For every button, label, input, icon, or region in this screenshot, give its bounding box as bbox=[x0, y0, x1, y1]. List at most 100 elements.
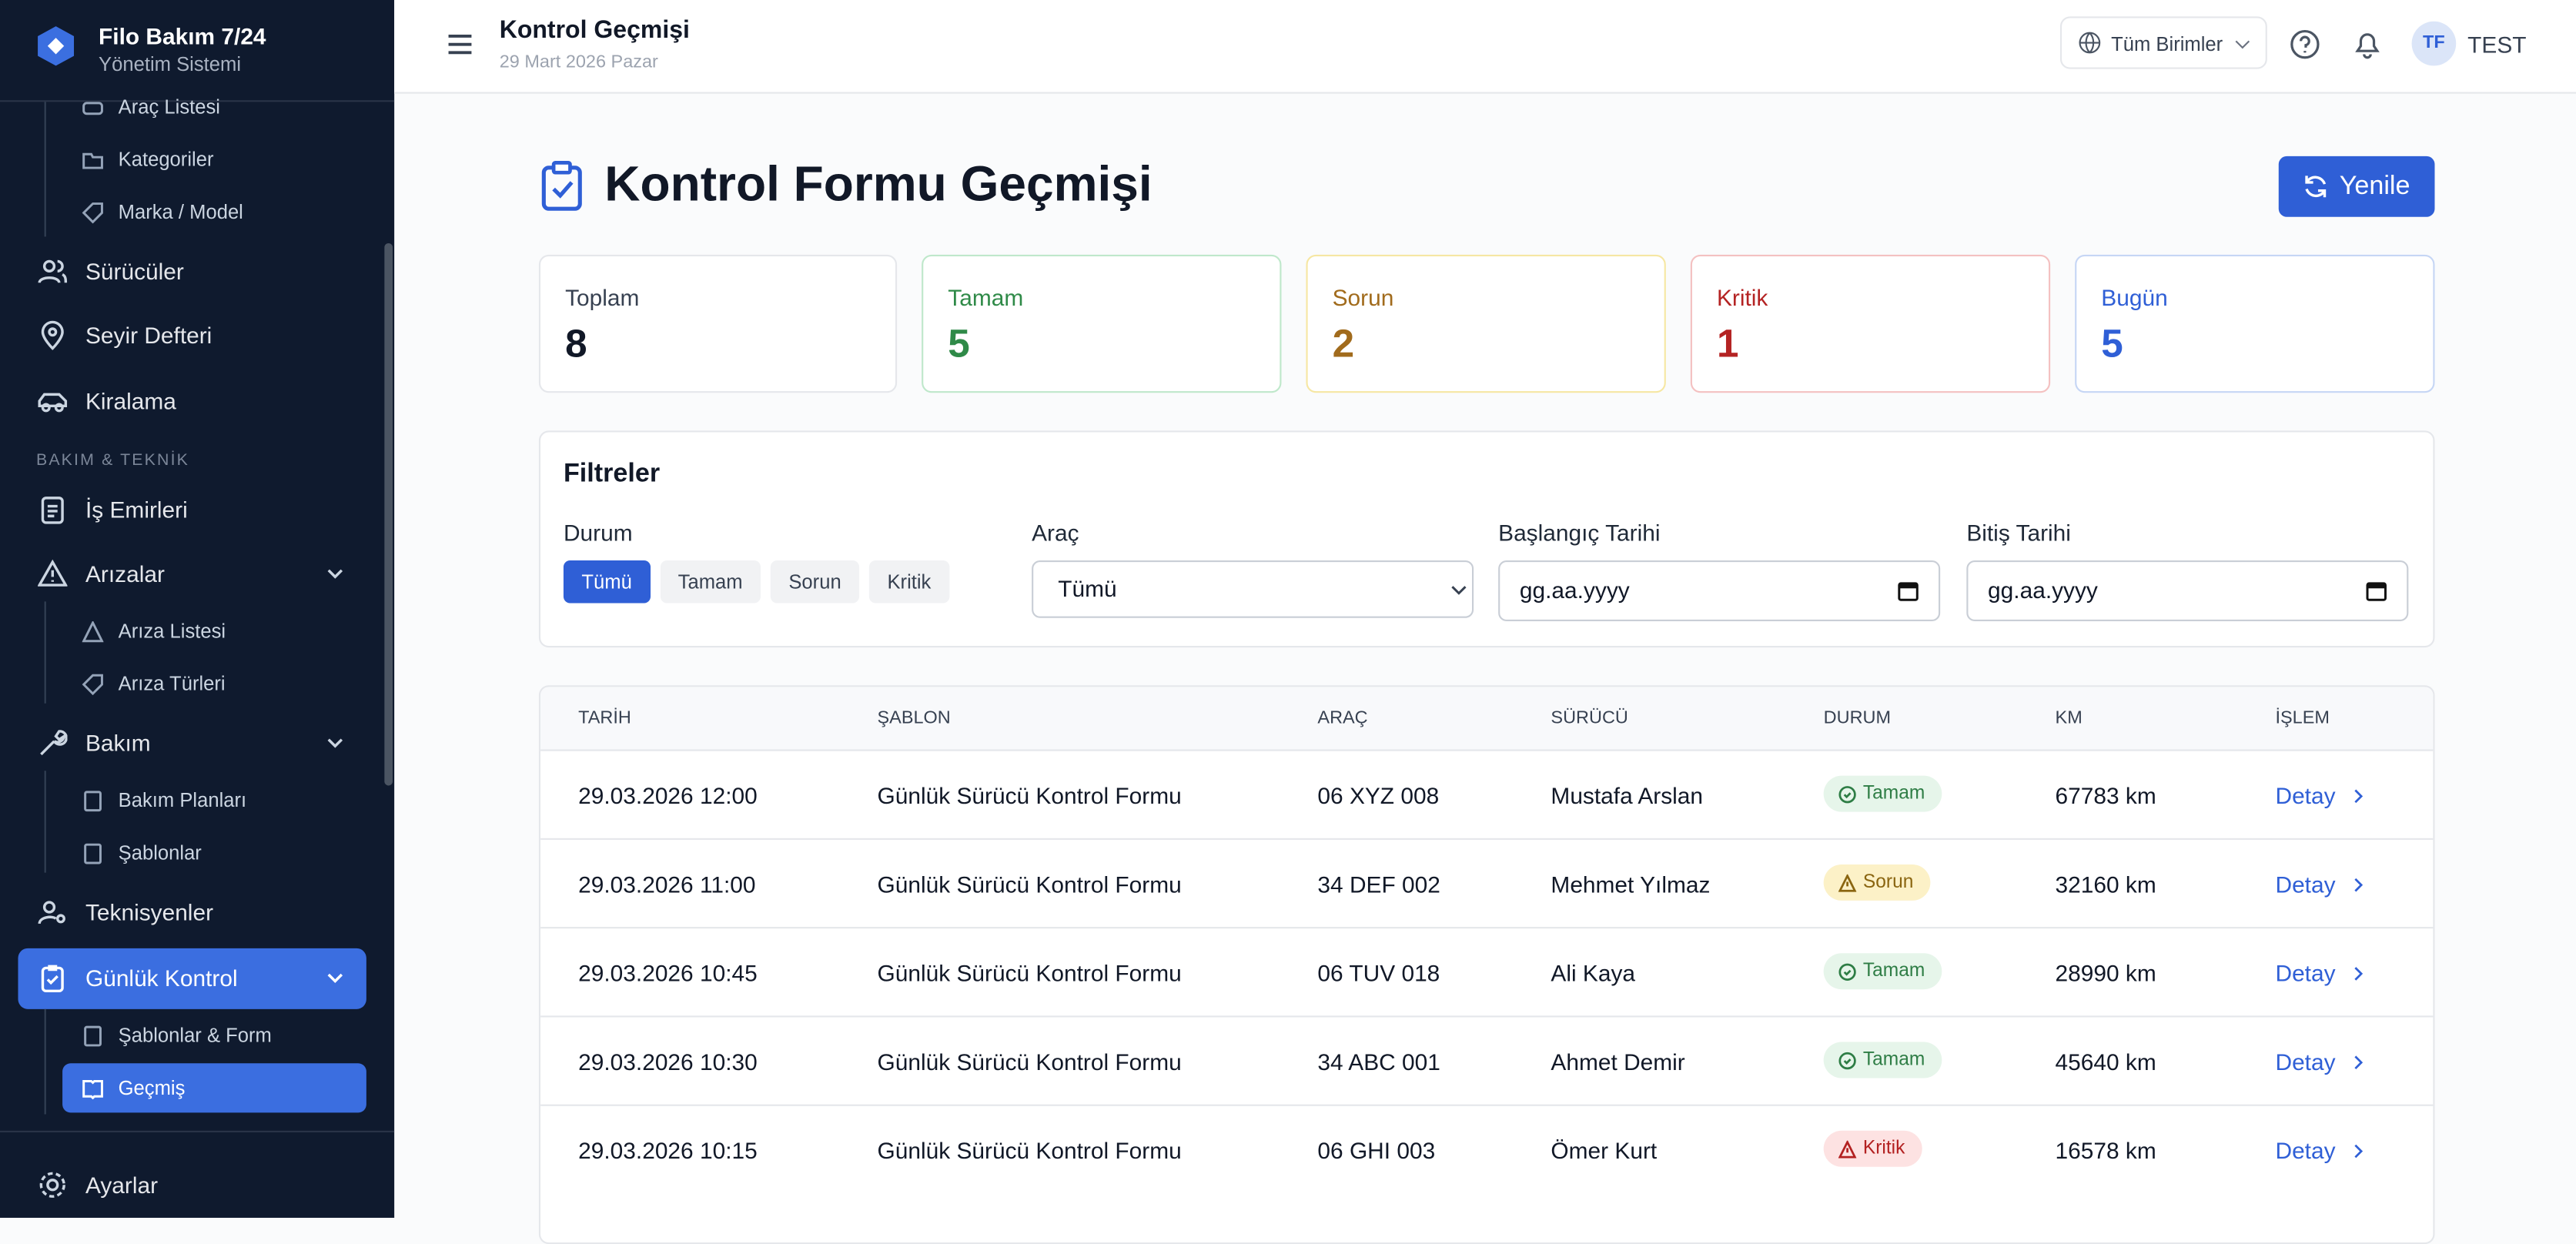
nav-subitem[interactable]: Şablonlar bbox=[118, 841, 202, 864]
chevron[interactable] bbox=[326, 968, 346, 988]
filter-label: Araç bbox=[1032, 519, 1079, 546]
icon bbox=[82, 1079, 103, 1100]
shape bbox=[2235, 40, 2250, 49]
chevron[interactable] bbox=[326, 733, 346, 753]
divider bbox=[0, 100, 395, 102]
start-date-input[interactable]: gg.aa.yyyy bbox=[1498, 560, 1941, 621]
chevron bbox=[2354, 1055, 2364, 1070]
detail-link[interactable]: Detay bbox=[2275, 1048, 2364, 1075]
shape bbox=[42, 901, 56, 914]
avatar[interactable]: TF bbox=[2411, 21, 2457, 66]
status-chip[interactable]: Tamam bbox=[660, 560, 761, 604]
help-button[interactable] bbox=[2289, 28, 2322, 61]
scrollbar[interactable] bbox=[384, 242, 393, 786]
nav-subitem[interactable]: Geçmiş bbox=[118, 1076, 186, 1100]
status-chip[interactable]: Kritik bbox=[868, 560, 949, 604]
status-chip[interactable]: Sorun bbox=[770, 560, 860, 604]
icon-path bbox=[1838, 1139, 1857, 1158]
placeholder: gg.aa.yyyy bbox=[1519, 577, 1630, 604]
icon bbox=[41, 320, 64, 350]
shape bbox=[39, 1172, 65, 1198]
shape bbox=[84, 791, 102, 812]
nav-subitem-active[interactable] bbox=[62, 1063, 366, 1113]
status-badge: Tamam bbox=[1823, 953, 1942, 990]
cell: 06 GHI 003 bbox=[1317, 1137, 1436, 1164]
nav-item[interactable]: Bakım bbox=[85, 729, 151, 757]
divider bbox=[0, 1130, 395, 1132]
nav-subitem[interactable]: Kategoriler bbox=[118, 148, 214, 172]
unit-selector[interactable]: Tüm Birimler bbox=[2059, 16, 2267, 69]
status-chip[interactable]: Tümü bbox=[563, 560, 651, 604]
nav-subitem[interactable]: Arıza Listesi bbox=[118, 619, 226, 643]
cell: Ömer Kurt bbox=[1551, 1137, 1658, 1164]
nav-subitem[interactable]: Araç Listesi bbox=[118, 95, 221, 119]
icon-path bbox=[2354, 1144, 2364, 1159]
shape bbox=[84, 1025, 102, 1047]
table-row: 29.03.2026 10:15 Günlük Sürücü Kontrol Fo… bbox=[540, 1104, 2434, 1195]
nav-item[interactable]: İş Emirleri bbox=[85, 496, 188, 523]
notification-button[interactable] bbox=[2351, 28, 2384, 61]
detail-link[interactable]: Detay bbox=[2275, 871, 2364, 898]
nav-item[interactable]: Günlük Kontrol bbox=[85, 965, 238, 992]
table-row: 29.03.2026 12:00 Günlük Sürücü Kontrol Fo… bbox=[540, 749, 2434, 840]
nav-item[interactable]: Ayarlar bbox=[85, 1172, 159, 1199]
user-name[interactable]: TEST bbox=[2467, 31, 2527, 58]
calendar-icon[interactable] bbox=[1898, 580, 1919, 602]
chevron bbox=[2235, 40, 2250, 49]
shape bbox=[38, 393, 68, 408]
unit-label: Tüm Birimler bbox=[2111, 32, 2223, 56]
history-table: TARİH ŞABLON ARAÇ SÜRÜCÜ DURUM KM İŞLEM 29.03.2… bbox=[538, 685, 2435, 1244]
chevron bbox=[2354, 878, 2364, 892]
detail-link[interactable]: Detay bbox=[2275, 1137, 2364, 1164]
cell: Günlük Sürücü Kontrol Formu bbox=[877, 871, 1182, 898]
icon bbox=[82, 152, 103, 169]
icon bbox=[38, 559, 68, 587]
nav-subitem[interactable]: Şablonlar & Form bbox=[118, 1024, 272, 1047]
refresh-button[interactable]: Yenile bbox=[2278, 156, 2435, 217]
nav-subitem[interactable]: Marka / Model bbox=[118, 200, 243, 224]
nav-item[interactable]: Seyir Defteri bbox=[85, 322, 212, 349]
select-value: Tümü bbox=[1058, 575, 1117, 602]
nav-item-active[interactable] bbox=[18, 948, 366, 1009]
icon-path bbox=[1838, 785, 1856, 803]
shape bbox=[2355, 33, 2380, 59]
nav-subitem[interactable]: Arıza Türleri bbox=[118, 672, 226, 696]
chevron bbox=[1451, 586, 1467, 595]
status-icon bbox=[1838, 962, 1856, 980]
stat-label: Sorun bbox=[1332, 284, 1394, 311]
calendar-icon[interactable] bbox=[2366, 580, 2387, 602]
shape bbox=[327, 738, 343, 748]
shape bbox=[84, 843, 102, 864]
end-date-input[interactable]: gg.aa.yyyy bbox=[1966, 560, 2409, 621]
icon bbox=[41, 497, 64, 524]
shape bbox=[54, 403, 64, 413]
icon bbox=[40, 730, 68, 756]
table-header bbox=[540, 687, 2434, 751]
cell: Günlük Sürücü Kontrol Formu bbox=[877, 1048, 1182, 1075]
refresh-label: Yenile bbox=[2339, 172, 2410, 201]
icon-path bbox=[1838, 1051, 1856, 1069]
status-icon bbox=[1838, 1139, 1857, 1158]
nav-subitem[interactable]: Bakım Planları bbox=[118, 788, 247, 812]
nav-item[interactable]: Arızalar bbox=[85, 560, 165, 587]
shape bbox=[1899, 583, 1918, 589]
nav-item[interactable]: Kiralama bbox=[85, 387, 176, 414]
shape bbox=[38, 259, 68, 283]
icon bbox=[84, 1025, 102, 1047]
menu-button[interactable] bbox=[445, 29, 474, 59]
shape bbox=[41, 403, 51, 413]
icon bbox=[41, 965, 64, 993]
vehicle-select[interactable]: Tümü bbox=[1032, 560, 1474, 618]
detail-link[interactable]: Detay bbox=[2275, 960, 2364, 986]
chevron[interactable] bbox=[326, 563, 346, 584]
shape bbox=[2290, 29, 2320, 59]
detail-link[interactable]: Detay bbox=[2275, 782, 2364, 808]
nav-item[interactable]: Teknisyenler bbox=[85, 898, 214, 925]
shape bbox=[1451, 586, 1467, 595]
nav-item[interactable]: Sürücüler bbox=[85, 258, 184, 285]
shape bbox=[327, 569, 343, 579]
icon-path bbox=[2354, 789, 2364, 804]
stat-card: Toplam 8 bbox=[538, 254, 898, 393]
sidebar: Filo Bakım 7/24 Yönetim Sistemi Araç Lis… bbox=[0, 0, 395, 1218]
